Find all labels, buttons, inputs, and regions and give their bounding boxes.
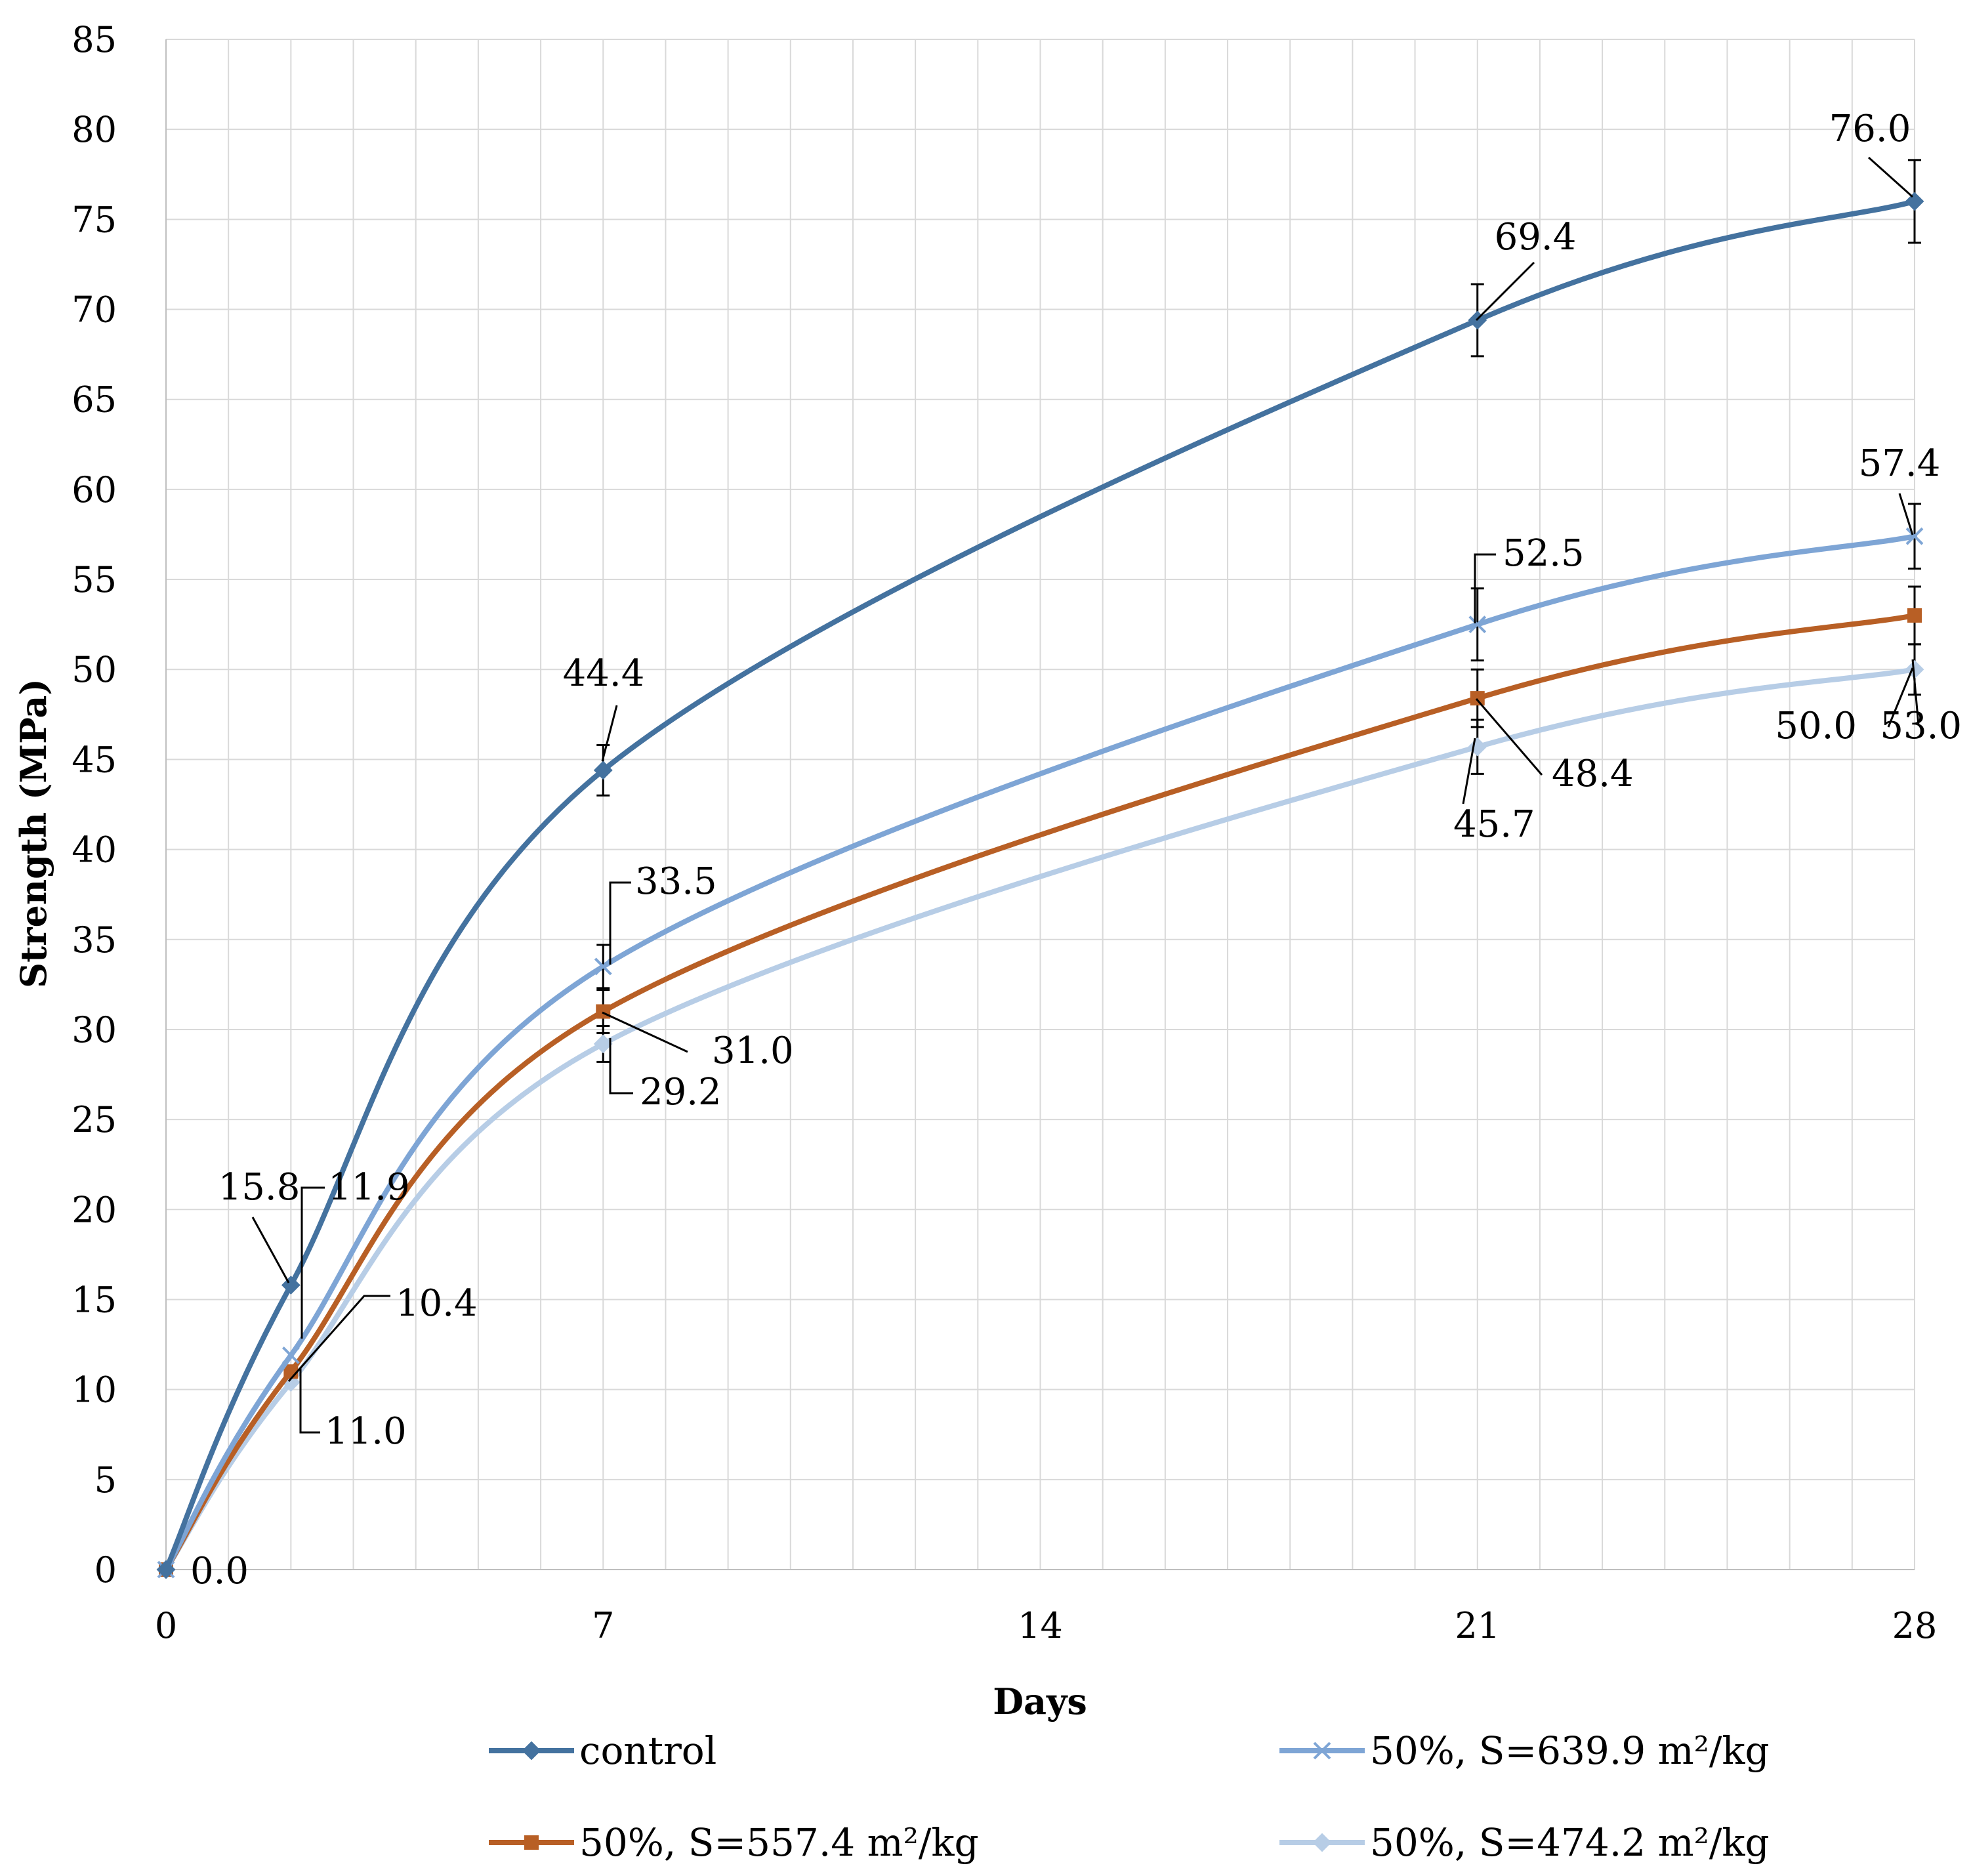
data-label-50-s-639-9-m-kg: 57.4: [1859, 442, 1941, 485]
data-point: [1905, 527, 1924, 545]
data-point: [1905, 192, 1924, 211]
y-tick-label: 15: [72, 1279, 117, 1320]
leader-line: [1474, 553, 1496, 623]
data-point: [594, 957, 612, 976]
legend-label: 50%, S=557.4 m²/kg: [579, 1820, 979, 1865]
x-tick-label: 28: [1892, 1605, 1938, 1646]
leader-line: [287, 1295, 390, 1382]
y-axis-title: Strength (MPa): [12, 678, 54, 988]
y-tick-label: 80: [72, 109, 117, 150]
y-tick-label: 30: [72, 1009, 117, 1051]
y-tick-label: 70: [72, 289, 117, 331]
legend: control 50%, S=639.9 m²/kg 50%, S=557.4 m²…: [489, 1728, 1770, 1865]
data-label-50-s-557-4-m-kg: 31.0: [712, 1030, 794, 1072]
data-label-50-s-557-4-m-kg: 53.0: [1880, 705, 1962, 747]
y-tick-label: 45: [72, 739, 117, 780]
data-label-50-s-557-4-m-kg: 48.4: [1552, 753, 1634, 795]
leader-line: [602, 1011, 688, 1053]
data-labels: 0.0 15.8 44.4 69.4 76.0 11.9 33.5 52.5 57.4 11.0 3…: [190, 108, 1962, 1593]
data-point: [1907, 608, 1922, 623]
legend-item-50-s-557-4-m-kg: 50%, S=557.4 m²/kg: [489, 1820, 979, 1865]
data-label-control: 76.0: [1829, 108, 1911, 150]
data-label-control: 15.8: [218, 1166, 301, 1209]
y-tick-label: 65: [72, 379, 117, 421]
series-line: [163, 533, 1917, 1572]
data-label-50-s-557-4-m-kg: 11.0: [325, 1410, 407, 1453]
x-tick-label: 7: [592, 1605, 614, 1646]
data-point: [281, 1346, 300, 1364]
series-layer: [156, 159, 1924, 1579]
legend-item-control: control: [489, 1728, 716, 1773]
data-label-50-s-639-9-m-kg: 11.9: [328, 1166, 410, 1209]
leader-line: [1475, 698, 1543, 776]
leader-line: [609, 1038, 633, 1094]
leader-line: [1898, 493, 1914, 535]
x-axis-title: Days: [993, 1680, 1087, 1722]
y-tick-label: 0: [94, 1549, 117, 1591]
leader-line: [1887, 667, 1914, 728]
legend-marker: [524, 1835, 539, 1850]
data-label-50-s-474-2-m-kg: 29.2: [640, 1071, 722, 1114]
data-label-control: 69.4: [1495, 216, 1577, 259]
y-tick-label: 35: [72, 919, 117, 961]
data-point: [156, 1560, 176, 1579]
y-tick-label: 5: [94, 1459, 117, 1501]
y-tick-label: 50: [72, 649, 117, 690]
data-label-50-s-474-2-m-kg: 50.0: [1775, 705, 1857, 747]
data-point: [593, 1034, 613, 1054]
leader-line: [299, 1368, 320, 1434]
legend-label: 50%, S=639.9 m²/kg: [1370, 1728, 1770, 1773]
data-label-control: 44.4: [563, 652, 645, 695]
leader-line: [251, 1217, 290, 1283]
x-tick-label: 0: [155, 1605, 177, 1646]
series-50-s-557-4-m-kg: [159, 585, 1922, 1577]
leader-line: [601, 705, 618, 762]
data-label-50-s-474-2-m-kg: 10.4: [396, 1282, 478, 1325]
grid-lines: [166, 39, 1915, 1570]
tick-labels: 0 5 10 15 20 25 30 35 40 45 50 55 60 65 70 75 80 85 0 7 14 21…: [72, 19, 1937, 1646]
legend-label: 50%, S=474.2 m²/kg: [1370, 1820, 1770, 1865]
y-tick-label: 40: [72, 829, 117, 871]
axes: [165, 39, 1915, 1570]
y-tick-label: 85: [72, 19, 117, 60]
leader-line: [1867, 156, 1914, 198]
y-tick-label: 25: [72, 1099, 117, 1140]
leader-line: [1475, 261, 1535, 322]
data-label-50-s-474-2-m-kg: 45.7: [1453, 803, 1535, 846]
data-label-control: 0.0: [190, 1550, 249, 1593]
data-point: [1468, 615, 1487, 634]
leader-line: [1911, 659, 1920, 726]
legend-marker: [1313, 1741, 1331, 1760]
y-tick-label: 75: [72, 199, 117, 240]
legend-item-50-s-639-9-m-kg: 50%, S=639.9 m²/kg: [1279, 1728, 1770, 1773]
series-line: [163, 198, 1917, 1572]
y-tick-label: 20: [72, 1189, 117, 1230]
legend-marker: [522, 1741, 541, 1761]
leader-line: [609, 881, 631, 965]
data-point: [1470, 691, 1485, 706]
data-label-50-s-639-9-m-kg: 33.5: [635, 860, 717, 903]
x-tick-label: 21: [1455, 1605, 1500, 1646]
data-point: [596, 1004, 611, 1019]
data-label-50-s-639-9-m-kg: 52.5: [1503, 532, 1585, 575]
leader-line: [301, 1186, 325, 1339]
x-tick-label: 14: [1018, 1605, 1063, 1646]
series-50-s-639-9-m-kg: [157, 503, 1924, 1579]
y-tick-label: 55: [72, 559, 117, 600]
legend-marker: [1312, 1833, 1332, 1852]
y-tick-label: 60: [72, 469, 117, 511]
y-tick-label: 10: [72, 1369, 117, 1411]
legend-label: control: [579, 1728, 716, 1773]
legend-item-50-s-474-2-m-kg: 50%, S=474.2 m²/kg: [1279, 1820, 1770, 1865]
leader-line: [1462, 738, 1476, 804]
data-point: [593, 761, 613, 780]
